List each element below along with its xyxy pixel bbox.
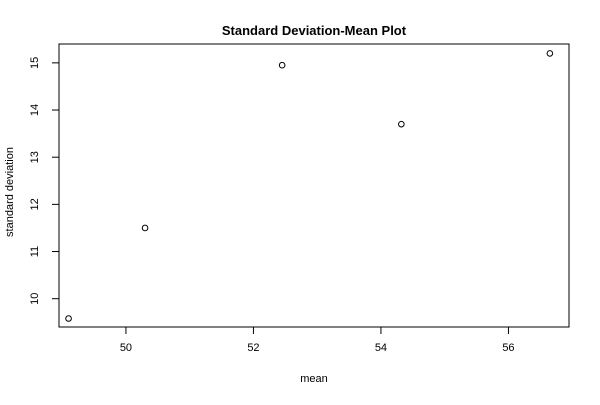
y-axis-label: standard deviation [4, 147, 16, 237]
x-tick-label: 56 [502, 342, 514, 354]
data-point [65, 315, 72, 322]
y-tick-label: 14 [29, 104, 41, 116]
data-point [398, 120, 405, 128]
data-point [141, 224, 149, 232]
x-tick-label: 52 [247, 342, 259, 354]
y-tick-label: 13 [29, 151, 41, 163]
chart-title: Standard Deviation-Mean Plot [222, 23, 407, 38]
y-tick-label: 15 [29, 57, 41, 69]
plot-frame [58, 43, 570, 328]
y-tick-label: 10 [29, 293, 41, 305]
points-layer [65, 50, 554, 322]
axes-layer: 50 52 54 56 10 11 12 13 14 15 [29, 43, 570, 354]
y-tick-label: 12 [29, 198, 41, 210]
x-axis-label: mean [300, 373, 328, 385]
x-tick-label: 54 [375, 342, 387, 354]
x-tick-label: 50 [120, 342, 132, 354]
data-point [546, 50, 554, 57]
y-tick-label: 11 [29, 246, 41, 257]
data-point [278, 61, 286, 69]
